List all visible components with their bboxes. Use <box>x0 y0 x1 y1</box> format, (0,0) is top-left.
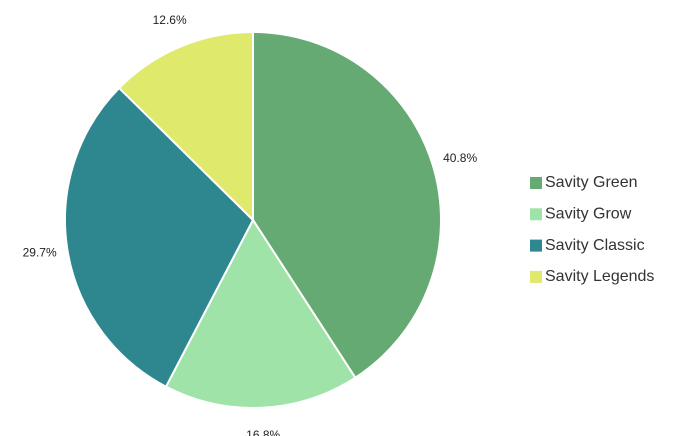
pie-slice <box>164 218 357 409</box>
legend-label: Savity Grow <box>545 206 632 223</box>
value-label: 12.6% <box>153 13 187 27</box>
legend-swatch <box>530 270 542 283</box>
legend-label: Savity Green <box>545 174 637 191</box>
legend-swatch <box>530 208 542 221</box>
value-label: 16.8% <box>246 428 280 436</box>
value-label: 29.7% <box>23 246 57 260</box>
value-label: 40.8% <box>443 151 477 165</box>
pie-slice <box>117 30 254 223</box>
legend-label: Savity Legends <box>545 268 654 285</box>
legend-swatch <box>530 177 542 189</box>
legend-swatch <box>530 239 542 252</box>
legend-label: Savity Classic <box>545 237 645 254</box>
pie-slice <box>64 86 255 389</box>
